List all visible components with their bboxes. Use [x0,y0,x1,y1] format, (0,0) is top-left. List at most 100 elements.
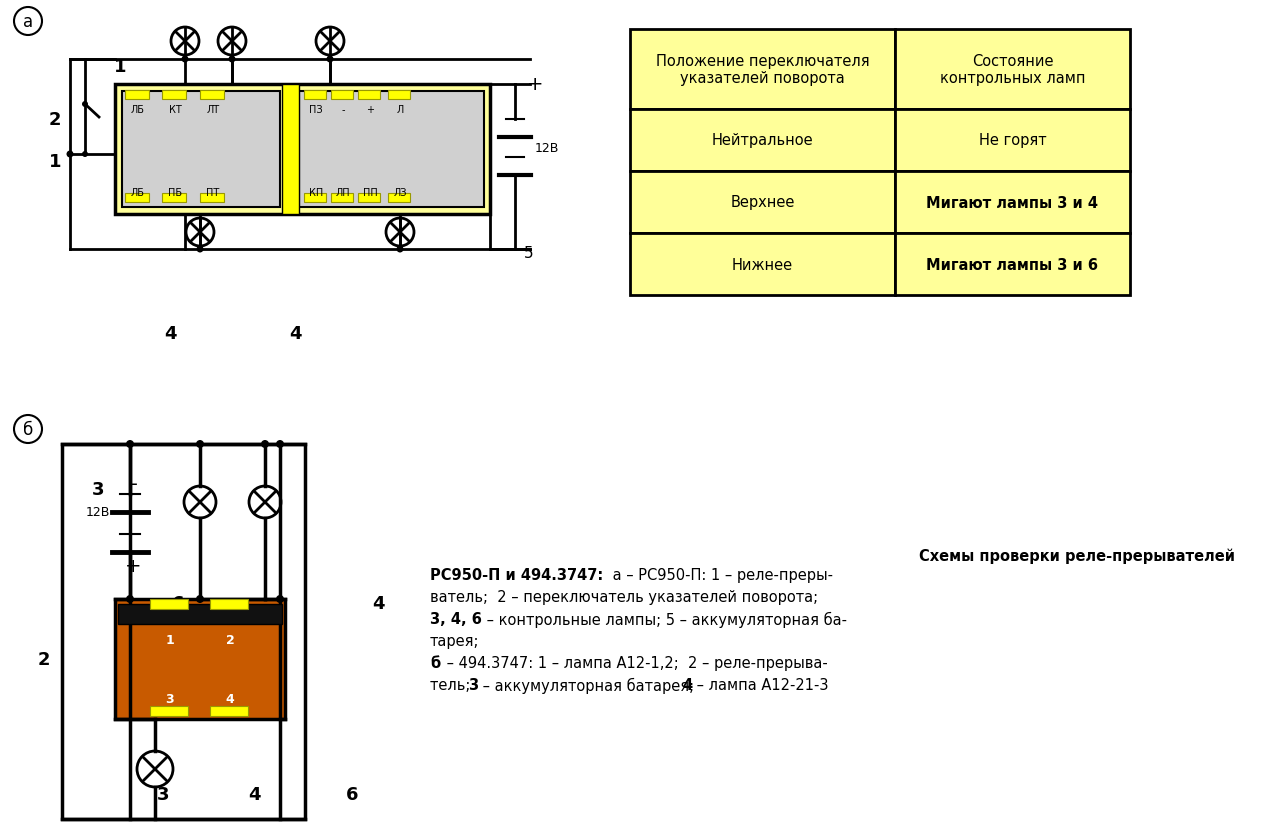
Text: Верхнее: Верхнее [730,196,795,210]
Circle shape [197,247,203,253]
Text: -: - [342,104,344,115]
Text: ПТ: ПТ [206,188,220,198]
Text: 4: 4 [248,785,260,803]
Text: 4: 4 [288,324,301,343]
Bar [124,194,149,203]
Text: 5: 5 [525,245,533,260]
Circle shape [196,441,204,448]
Text: +: + [366,104,373,115]
Circle shape [262,441,269,448]
Text: КП: КП [309,188,323,198]
Bar [124,91,149,99]
Text: 3: 3 [165,693,174,706]
Circle shape [276,441,284,448]
Text: 4: 4 [682,677,692,692]
Bar [389,194,410,203]
Text: ЛБ: ЛБ [131,188,145,198]
Text: б: б [23,421,33,438]
Circle shape [126,595,135,604]
Text: ЛТ: ЛТ [207,104,220,115]
Text: 1: 1 [165,633,174,645]
Bar [282,85,298,215]
Text: ПБ: ПБ [168,188,182,198]
Text: 6: 6 [345,785,358,803]
Bar [895,110,1130,171]
Bar [895,234,1130,296]
Text: Не горят: Не горят [979,133,1046,148]
Circle shape [229,57,235,64]
Bar [630,171,895,234]
Circle shape [126,441,135,448]
Text: ЛП: ЛП [335,188,351,198]
Bar [199,194,224,203]
Text: 3: 3 [469,677,478,692]
Text: 2: 2 [48,111,61,129]
Bar [895,171,1130,234]
Bar [210,706,248,716]
Text: 6: 6 [171,594,184,612]
Bar [163,91,185,99]
Text: Л: Л [396,104,404,115]
Text: 4: 4 [372,594,385,612]
Bar [62,445,305,819]
Text: 2: 2 [38,650,51,668]
Text: ПП: ПП [363,188,377,198]
Text: –: – [128,475,138,494]
Bar [210,599,248,609]
Text: 1: 1 [114,58,126,76]
Bar [150,599,188,609]
Text: 12В: 12В [535,141,559,155]
Text: 2: 2 [226,633,235,645]
Text: ЛБ: ЛБ [131,104,145,115]
Text: а: а [23,13,33,31]
Text: КТ: КТ [169,104,182,115]
Bar [150,706,188,716]
Bar [895,30,1130,110]
Bar [331,91,353,99]
Bar [163,194,185,203]
Text: 12В: 12В [86,506,110,519]
Circle shape [83,152,88,158]
Circle shape [83,102,88,108]
Bar [630,234,895,296]
Text: Схемы проверки реле-прерывателей: Схемы проверки реле-прерывателей [919,548,1234,563]
Bar [298,92,484,208]
Text: Мигают лампы 3 и 4: Мигают лампы 3 и 4 [927,196,1099,210]
Text: Положение переключателя
указателей поворота: Положение переключателя указателей повор… [655,54,869,86]
Circle shape [326,57,334,64]
Text: ЛЗ: ЛЗ [394,188,406,198]
Text: тарея;: тарея; [431,633,480,648]
Bar [116,599,284,719]
Text: +: + [527,75,544,94]
Text: 3: 3 [91,481,104,498]
Text: 3: 3 [156,785,169,803]
Text: ПЗ: ПЗ [309,104,323,115]
Text: а – РС950-П: 1 – реле-преры-: а – РС950-П: 1 – реле-преры- [608,568,833,583]
Text: б: б [431,655,441,670]
Bar [199,91,224,99]
Bar [358,194,380,203]
Bar [331,194,353,203]
Circle shape [276,595,284,604]
Text: Нейтральное: Нейтральное [711,133,813,148]
Circle shape [196,595,204,604]
Text: РС950-П и 494.3747:: РС950-П и 494.3747: [431,568,603,583]
Bar [116,85,490,215]
Text: 4: 4 [226,693,235,706]
Bar [389,91,410,99]
Text: ватель;  2 – переключатель указателей поворота;: ватель; 2 – переключатель указателей пов… [431,589,818,604]
Text: 1: 1 [48,153,61,171]
Circle shape [396,247,404,253]
Text: +: + [124,557,141,576]
Circle shape [66,151,74,158]
Text: тель;: тель; [431,677,475,692]
Bar [630,30,895,110]
Bar [122,92,279,208]
Text: Состояние
контрольных ламп: Состояние контрольных ламп [940,54,1086,86]
Bar [304,194,326,203]
Text: 4: 4 [164,324,177,343]
Bar [118,604,282,624]
Text: – лампа А12-21-3: – лампа А12-21-3 [692,677,828,692]
Bar [630,110,895,171]
Circle shape [182,57,188,64]
